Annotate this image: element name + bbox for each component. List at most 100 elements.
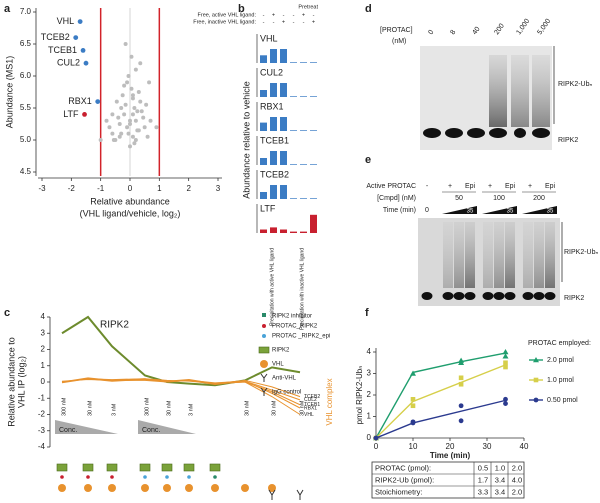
x-tick-label: 0 [374,442,379,451]
point [503,360,508,366]
gel [420,46,552,150]
bar [300,231,307,233]
time-wedge [522,206,557,214]
legend-icon [262,313,266,317]
legend-icon [262,324,266,328]
point [502,349,509,355]
subplot-label: VHL [260,33,278,43]
panel-label: b [238,3,245,15]
x-tick-label: 0 [128,184,133,193]
icon-protac [60,475,64,479]
point [126,131,131,136]
bar [260,90,267,97]
point [130,96,135,101]
smear [489,55,507,127]
icon-inhibitor [213,475,217,479]
bar [310,164,317,165]
point [111,138,116,142]
band [467,128,485,138]
point [80,48,86,53]
subplot-label: TCEB1 [260,135,289,145]
x-tick-label: 10 [409,442,418,451]
table-cell: 1.0 [495,463,505,472]
band [453,292,465,300]
bar [290,164,297,165]
point [133,138,138,142]
legend-label: PROTAC_RIPK2 [272,324,318,330]
point [130,134,135,139]
icon-vhl [185,484,193,492]
conc-label: Conc. [142,427,160,434]
point [123,102,128,107]
header-sign: + [272,12,275,18]
bar [280,83,287,97]
point [142,125,147,130]
subplot-label: TCEB2 [260,169,289,179]
icon-protac [110,475,114,479]
icon-vhl [108,484,116,492]
y-axis-label: Abundance (MS1) [4,56,14,129]
y-tick-label: 2 [367,390,372,399]
header-sign: - [293,12,295,18]
table-border [371,461,525,499]
icon-ripk2 [106,463,118,472]
legend-marker [533,397,539,403]
band-label: RIPK2 [564,295,584,302]
point [135,109,140,114]
point [107,125,112,130]
smear [532,55,550,127]
header-sign: + [282,19,285,25]
icon-vhl [58,484,66,492]
header-sign: - [283,12,285,18]
series-label: RIPK2 [100,320,129,331]
band-label: RIPK2-Ubₙ [558,81,593,88]
y-tick-label: -1 [38,393,46,402]
point [458,403,464,409]
band [445,128,463,138]
series-line [61,315,301,387]
x-tick-label: 3 nM [188,403,194,416]
cmpd-label: 100 [493,195,505,202]
point [117,122,122,126]
point [458,418,464,424]
bar [260,122,267,131]
band [522,292,534,300]
header-row-label: Free, active VHL ligand: [198,12,257,18]
y-tick-label: 1 [367,412,372,421]
lane-label: 1,000 [515,18,531,36]
table-cell: 0.5 [478,463,488,472]
x-tick-label: 20 [446,442,455,451]
bar [290,96,297,97]
legend-label: VHL [272,362,284,368]
bar [300,96,307,97]
point [129,54,134,59]
bar [260,158,267,165]
point [98,138,103,142]
y-tick-label: 1 [41,361,46,370]
point [154,125,159,130]
band [514,128,526,138]
icon-protac-epi [187,475,191,479]
icon-ripk2 [56,463,68,472]
point [130,112,135,117]
point [148,118,153,123]
bar [270,83,277,97]
row-label: Active PROTAC [366,183,416,190]
cmpd-label: 200 [533,195,545,202]
y-tick-label: 4.5 [20,167,32,176]
series-label: TCEB1 [304,402,320,408]
active-label: + [488,183,492,190]
active-label: Epi [545,183,556,190]
point [138,61,143,66]
band [504,292,516,300]
x-tick-label: 30 nM [271,400,277,416]
point [114,99,119,104]
smear [545,222,555,288]
series-label: RBX1 [304,405,317,411]
icon-ripk2 [161,463,173,472]
smear [511,55,529,127]
group-label: Precipitation with inactive VHL ligand [299,248,305,330]
x-tick-label: -3 [38,184,46,193]
x-tick-label: 1 [157,184,162,193]
point [125,80,130,85]
